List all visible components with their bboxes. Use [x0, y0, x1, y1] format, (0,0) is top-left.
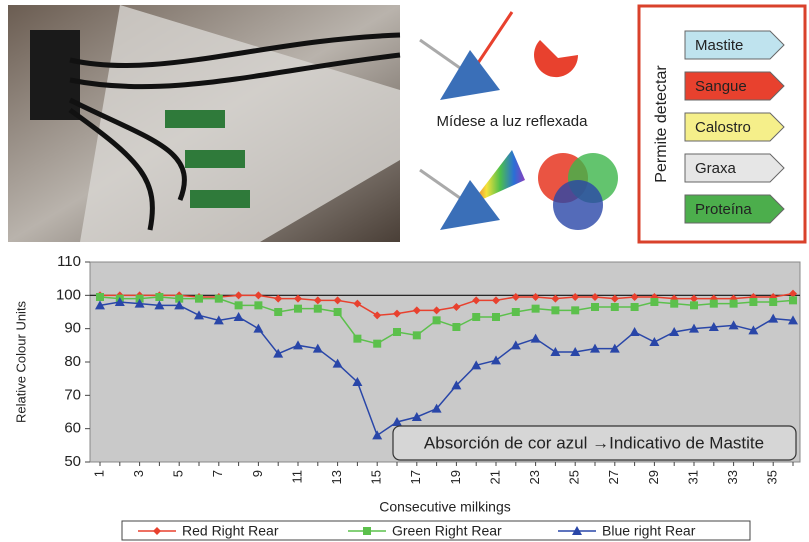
x-tick-label: 23: [527, 470, 542, 484]
marker: [373, 340, 381, 348]
photo: [8, 5, 400, 242]
x-axis-title: Consecutive milkings: [379, 499, 511, 515]
x-tick-label: 3: [131, 470, 146, 477]
x-tick-label: 25: [567, 470, 582, 484]
diagram-caption: Mídese a luz reflexada: [437, 113, 589, 130]
marker: [274, 308, 282, 316]
marker: [363, 527, 371, 535]
marker: [334, 308, 342, 316]
y-axis-title: Relative Colour Units: [13, 300, 28, 423]
marker: [215, 295, 223, 303]
y-tick-label: 100: [56, 286, 81, 303]
marker: [195, 295, 203, 303]
figure: Mídese a luz reflexada Permite detectar …: [0, 0, 809, 542]
detect-label: Mastite: [695, 37, 743, 54]
legend-label: Blue right Rear: [602, 523, 696, 539]
marker: [591, 303, 599, 311]
x-tick-label: 7: [210, 470, 225, 477]
marker: [393, 328, 401, 336]
marker: [235, 301, 243, 309]
y-tick-label: 90: [64, 320, 81, 337]
detect-label: Calostro: [695, 119, 751, 136]
legend-label: Red Right Rear: [182, 523, 279, 539]
annotation: Absorción de cor azul →Indicativo de Mas…: [424, 433, 764, 452]
marker: [769, 298, 777, 306]
marker: [571, 306, 579, 314]
marker: [611, 303, 619, 311]
marker: [254, 301, 262, 309]
marker: [710, 300, 718, 308]
marker: [433, 316, 441, 324]
chart: Relative Colour Units Consecutive milkin…: [13, 253, 800, 540]
x-tick-label: 13: [329, 470, 344, 484]
x-tick-label: 1: [91, 470, 106, 477]
x-tick-label: 15: [369, 470, 384, 484]
marker: [650, 298, 658, 306]
marker: [294, 305, 302, 313]
marker: [631, 303, 639, 311]
marker: [492, 313, 500, 321]
x-tick-label: 21: [487, 470, 502, 484]
marker: [789, 296, 797, 304]
x-tick-label: 35: [765, 470, 780, 484]
marker: [730, 300, 738, 308]
marker: [155, 293, 163, 301]
marker: [472, 313, 480, 321]
marker: [690, 301, 698, 309]
detect-label: Sangue: [695, 78, 747, 95]
marker: [353, 335, 361, 343]
y-tick-label: 80: [64, 353, 81, 370]
x-tick-label: 17: [408, 470, 423, 484]
detect-label: Proteína: [695, 201, 752, 218]
marker: [512, 308, 520, 316]
x-tick-label: 5: [171, 470, 186, 477]
x-tick-label: 33: [725, 470, 740, 484]
marker: [96, 293, 104, 301]
x-tick-label: 31: [685, 470, 700, 484]
marker: [551, 306, 559, 314]
marker: [749, 298, 757, 306]
x-tick-label: 27: [606, 470, 621, 484]
marker: [452, 323, 460, 331]
x-tick-label: 29: [646, 470, 661, 484]
marker: [670, 300, 678, 308]
y-tick-label: 70: [64, 386, 81, 403]
detect-title: Permite detectar: [653, 65, 670, 183]
marker: [532, 305, 540, 313]
detect-label: Graxa: [695, 160, 737, 177]
marker: [314, 305, 322, 313]
y-tick-label: 60: [64, 420, 81, 437]
x-tick-label: 19: [448, 470, 463, 484]
y-tick-label: 50: [64, 453, 81, 470]
x-tick-label: 11: [289, 470, 304, 484]
y-tick-label: 110: [57, 253, 81, 270]
x-tick-label: 9: [250, 470, 265, 477]
marker: [413, 331, 421, 339]
legend-label: Green Right Rear: [392, 523, 502, 539]
